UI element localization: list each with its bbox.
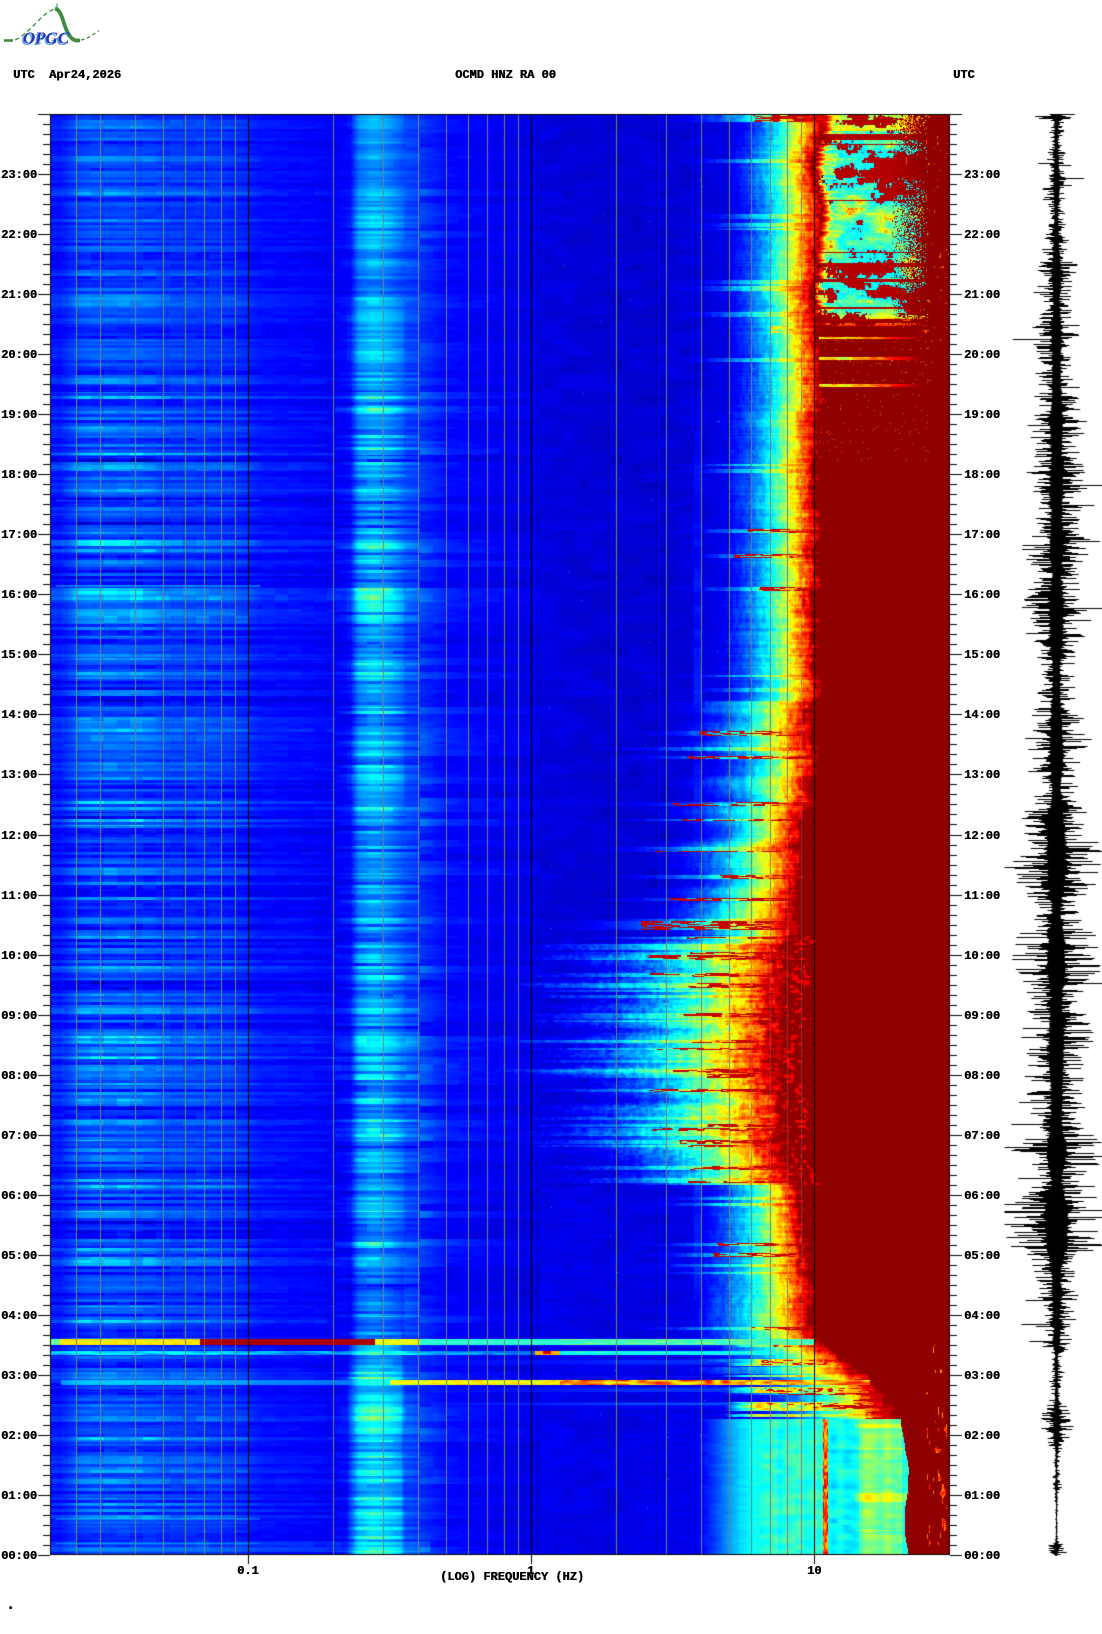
svg-text:OPGC: OPGC [23, 29, 70, 48]
svg-text:OPGC: OPGC [22, 30, 69, 49]
